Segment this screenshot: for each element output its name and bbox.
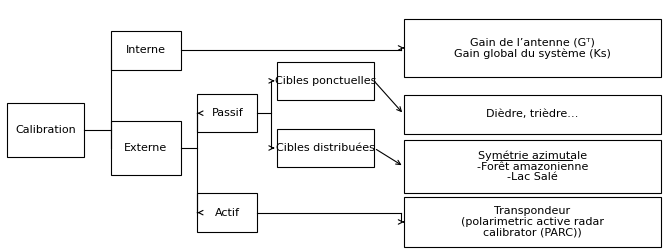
- Text: Interne: Interne: [126, 46, 166, 56]
- FancyBboxPatch shape: [404, 140, 661, 193]
- Text: -Lac Salé: -Lac Salé: [507, 172, 558, 182]
- Text: (polarimetric active radar: (polarimetric active radar: [461, 217, 604, 227]
- FancyBboxPatch shape: [277, 62, 374, 100]
- FancyBboxPatch shape: [277, 129, 374, 167]
- Text: Symétrie azimutale: Symétrie azimutale: [478, 151, 587, 161]
- Text: calibrator (PARC)): calibrator (PARC)): [483, 228, 582, 238]
- Text: Calibration: Calibration: [15, 125, 76, 135]
- FancyBboxPatch shape: [197, 94, 257, 132]
- FancyBboxPatch shape: [111, 30, 180, 70]
- Text: -Forêt amazonienne: -Forêt amazonienne: [477, 162, 588, 172]
- Text: Gain global du système (Ks): Gain global du système (Ks): [454, 48, 611, 58]
- FancyBboxPatch shape: [111, 121, 180, 175]
- Text: Actif: Actif: [215, 208, 240, 218]
- FancyBboxPatch shape: [404, 197, 661, 247]
- FancyBboxPatch shape: [7, 102, 84, 157]
- FancyBboxPatch shape: [404, 19, 661, 76]
- FancyBboxPatch shape: [197, 193, 257, 232]
- Text: Dièdre, trièdre…: Dièdre, trièdre…: [486, 110, 578, 120]
- Text: Gain de l’antenne (Gᵀ): Gain de l’antenne (Gᵀ): [470, 38, 595, 48]
- FancyBboxPatch shape: [404, 95, 661, 134]
- Text: Cibles ponctuelles: Cibles ponctuelles: [275, 76, 376, 86]
- Text: Cibles distribuées: Cibles distribuées: [277, 143, 375, 153]
- Text: Passif: Passif: [212, 108, 243, 118]
- Text: Externe: Externe: [124, 143, 167, 153]
- Text: Transpondeur: Transpondeur: [494, 206, 570, 216]
